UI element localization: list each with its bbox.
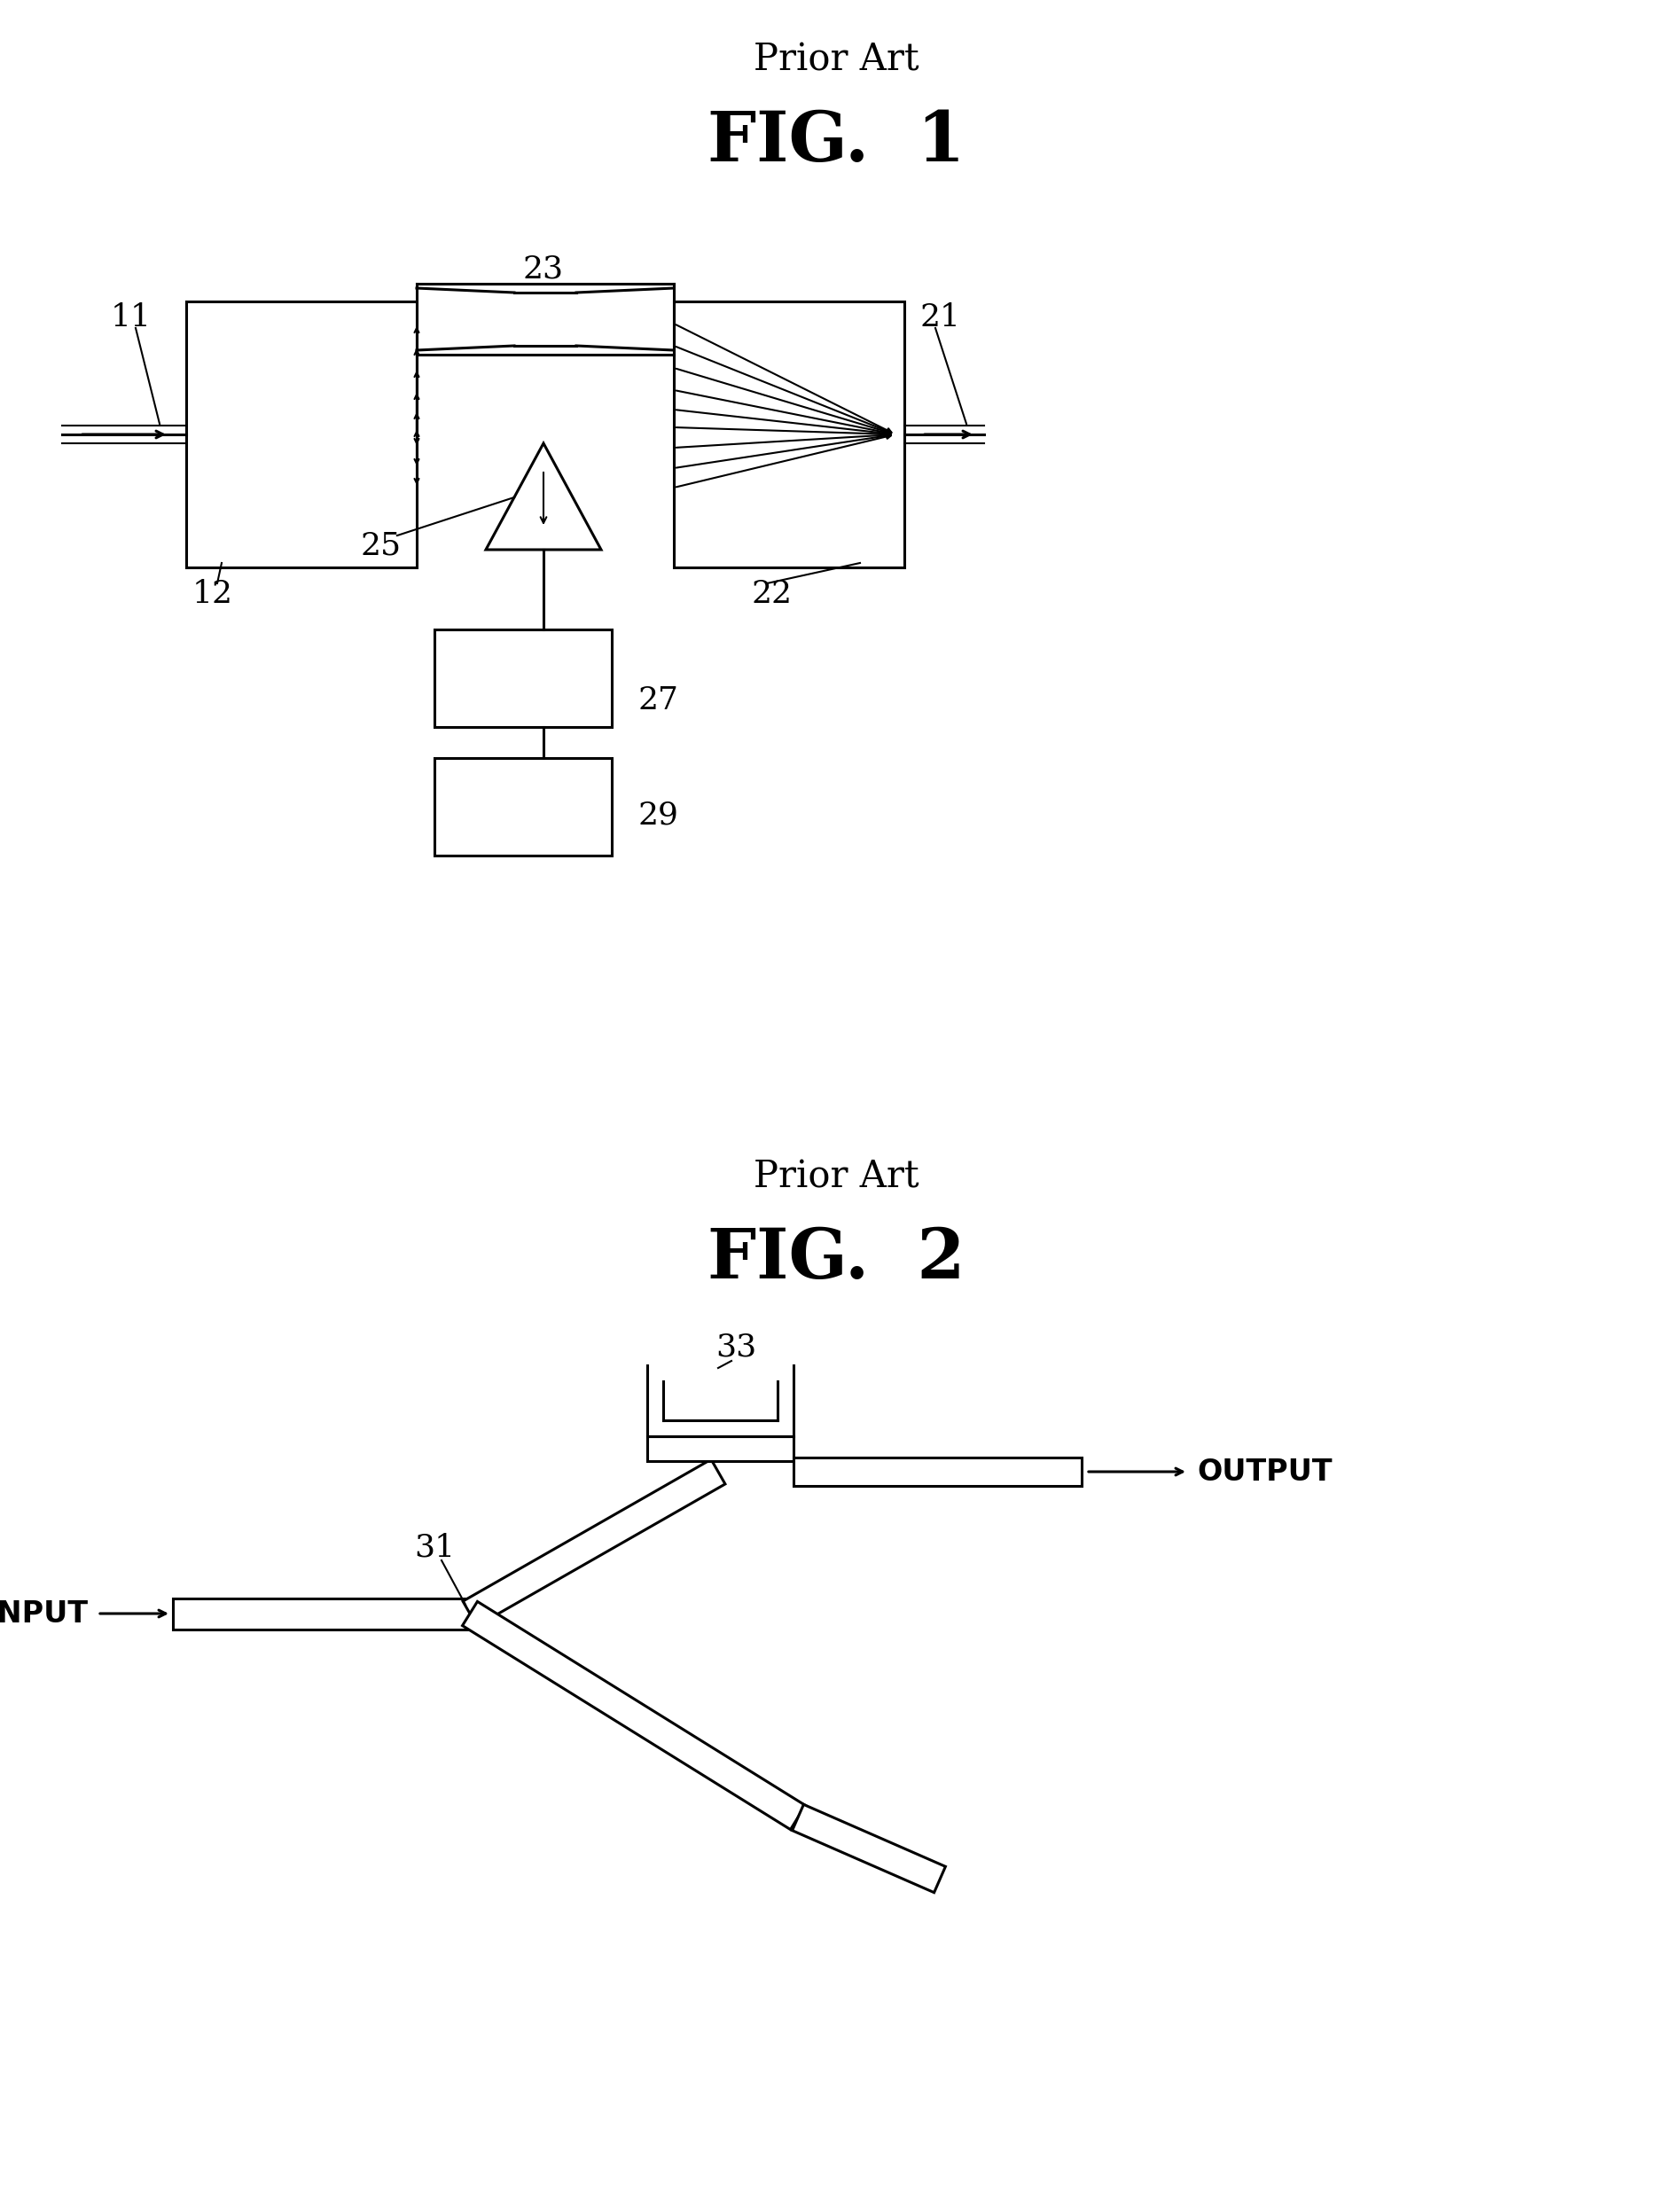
Bar <box>186 301 417 568</box>
Text: OUTPUT: OUTPUT <box>1196 1458 1332 1486</box>
Bar <box>435 630 612 728</box>
Bar <box>172 1599 470 1630</box>
Text: 21: 21 <box>920 303 960 332</box>
Bar <box>793 1458 1082 1486</box>
Text: Prior Art: Prior Art <box>753 1159 918 1197</box>
Text: 31: 31 <box>413 1533 455 1562</box>
Text: 27: 27 <box>639 686 679 714</box>
Polygon shape <box>485 442 601 549</box>
Text: FIG.  1: FIG. 1 <box>708 108 965 175</box>
Text: Prior Art: Prior Art <box>753 42 918 80</box>
Text: 33: 33 <box>716 1332 756 1363</box>
Text: FIG.  2: FIG. 2 <box>708 1225 965 1292</box>
Text: 23: 23 <box>524 254 564 283</box>
Text: 22: 22 <box>751 580 791 608</box>
Polygon shape <box>793 1805 945 1893</box>
Polygon shape <box>462 1601 805 1829</box>
Bar <box>435 759 612 856</box>
Polygon shape <box>463 1460 724 1626</box>
Text: 12: 12 <box>192 580 233 608</box>
Bar <box>647 1436 793 1462</box>
Bar <box>674 301 905 568</box>
Text: 29: 29 <box>639 801 679 832</box>
Text: 11: 11 <box>110 303 152 332</box>
Text: INPUT: INPUT <box>0 1599 89 1628</box>
Text: 25: 25 <box>361 531 402 560</box>
